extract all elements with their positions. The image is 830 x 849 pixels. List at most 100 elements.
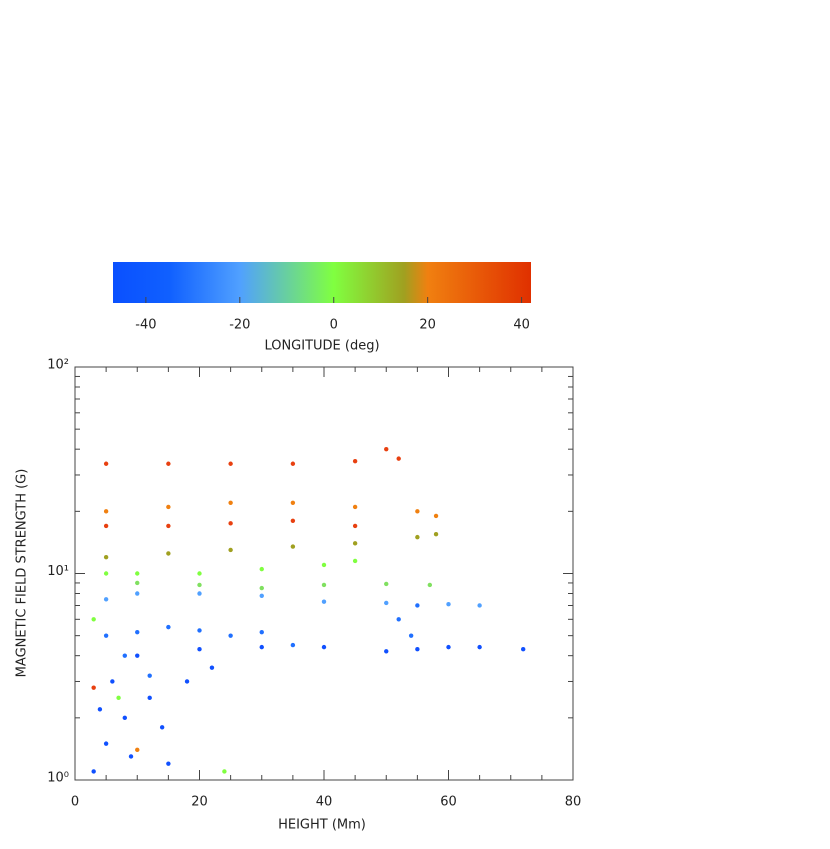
x-tick-label: 20 [191,795,208,810]
point [103,741,109,746]
point [103,554,109,560]
point [446,602,451,607]
point [159,725,165,730]
point [103,571,109,576]
point [166,624,171,630]
point [290,544,296,549]
plot-frame [74,366,574,781]
point [228,521,233,526]
point [197,628,202,633]
point [321,582,327,588]
y-axis-label: MAGNETIC FIELD STRENGTH (G) [15,469,30,678]
point [135,653,140,658]
point [384,581,389,587]
point [352,458,358,464]
point [228,633,233,638]
x-tick-label: 80 [565,795,582,810]
colorbar-tick-label: -20 [229,318,250,333]
point [135,629,140,635]
point [290,500,296,505]
point [103,523,109,529]
point [290,642,296,648]
colorbar-tick-label: -40 [135,318,156,333]
point [228,500,233,505]
point [415,603,420,608]
point [103,461,109,466]
point [166,461,171,466]
point [352,541,358,546]
point [521,646,526,652]
point [427,582,433,588]
point [103,597,109,602]
point [433,531,439,537]
point [384,446,389,452]
colorbar [113,262,531,303]
point [135,571,140,576]
colorbar-tick-label: 40 [513,318,530,333]
point [184,679,190,684]
colorbar-tick-label: 20 [419,318,436,333]
point [321,562,327,568]
point [103,633,109,638]
point [290,461,296,466]
point [122,653,128,658]
point [166,761,171,766]
point [415,509,420,514]
x-tick-label: 40 [316,795,333,810]
point [259,644,264,650]
point [228,461,233,466]
point [97,707,103,712]
point [103,509,109,514]
point [135,580,140,586]
x-axis-label: HEIGHT (Mm) [278,818,366,833]
point [166,551,171,556]
point [446,644,451,650]
point [352,558,358,564]
x-tick-label: 0 [71,795,79,810]
point [352,504,358,510]
point [321,599,327,604]
point [128,754,134,759]
point [197,571,202,576]
y-tick-label: 10² [47,358,69,373]
point [477,644,482,650]
point [91,685,96,690]
point [135,591,140,596]
point [166,523,171,529]
point [197,646,202,652]
colorbar-label: LONGITUDE (deg) [264,339,379,354]
point [259,585,264,591]
point [147,673,152,678]
point [110,679,115,684]
point [433,513,439,519]
point [166,504,171,510]
point [135,747,140,753]
point [384,649,389,654]
point [259,629,264,635]
point [197,582,202,588]
y-tick-label: 10¹ [47,564,69,579]
point [384,600,389,606]
point [222,769,227,774]
point [259,566,264,572]
point [408,633,414,638]
y-tick-label: 10⁰ [47,771,69,786]
point [352,523,358,529]
point [116,695,121,701]
point [396,456,401,461]
point [147,695,152,701]
point [209,665,215,670]
point [415,646,420,652]
point [396,617,401,622]
point [228,547,233,553]
point [122,715,128,721]
point [477,603,482,608]
point [321,644,327,650]
x-tick-label: 60 [440,795,457,810]
point [197,591,202,596]
point [259,593,264,598]
point [91,617,96,622]
point [91,769,96,774]
point [415,534,420,540]
